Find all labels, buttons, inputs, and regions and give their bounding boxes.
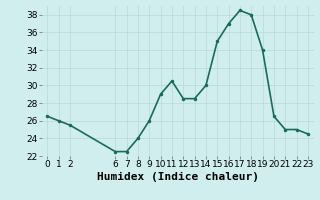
X-axis label: Humidex (Indice chaleur): Humidex (Indice chaleur) bbox=[97, 172, 259, 182]
